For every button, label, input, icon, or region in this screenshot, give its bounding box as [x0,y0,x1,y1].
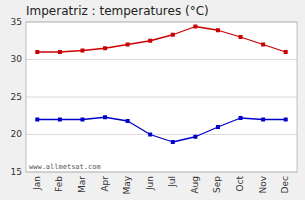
x-tick-label: Jul [167,176,177,188]
marker [58,50,62,54]
x-tick-label: Aug [190,176,200,194]
marker [193,135,197,139]
x-tick-label: Apr [100,176,110,192]
marker [216,125,220,129]
chart-container: 15 20 25 30 35 Jan Feb Mar Apr May Jun Jul Aug Sep Oct… [0,0,305,200]
marker [35,50,39,54]
series-line [37,27,285,53]
marker [80,49,84,53]
grid-line [26,59,297,60]
marker [58,118,62,122]
x-tick-label: Mar [77,176,87,193]
x-tick-label: May [122,175,132,194]
title: Imperatriz : temperatures (°C) [26,4,209,18]
marker [239,35,243,39]
marker [193,25,197,29]
y-tick-label: 25 [11,92,22,102]
marker [126,43,130,47]
marker [261,43,265,47]
watermark: www.allmetsat.com [29,163,101,171]
marker [126,119,130,123]
chart: 15 20 25 30 35 Jan Feb Mar Apr May Jun Jul Aug Sep Oct… [0,0,305,200]
marker [284,118,288,122]
marker [216,28,220,32]
marker [103,115,107,119]
marker [148,39,152,43]
x-tick-label: Dec [280,176,290,193]
marker [148,133,152,137]
x-tick-label: Jan [32,176,42,191]
grid-line [26,134,297,135]
x-tick-label: Nov [258,175,268,193]
x-tick-label: Feb [54,176,64,192]
marker [171,33,175,37]
x-tick-label: Jun [145,176,155,191]
plot-frame [26,22,297,172]
plot-background [26,22,297,172]
y-tick-label: 20 [11,129,23,139]
marker [80,118,84,122]
y-tick-label: 35 [11,17,22,27]
marker [171,140,175,144]
x-tick-label: Oct [235,176,245,192]
marker [35,118,39,122]
marker [261,118,265,122]
marker [103,46,107,50]
series-line [37,117,285,142]
marker [284,50,288,54]
marker [239,116,243,120]
grid-line [26,97,297,98]
y-tick-label: 30 [11,54,23,64]
y-tick-label: 15 [11,167,22,177]
x-tick-label: Sep [212,176,222,193]
series-group [35,25,287,145]
